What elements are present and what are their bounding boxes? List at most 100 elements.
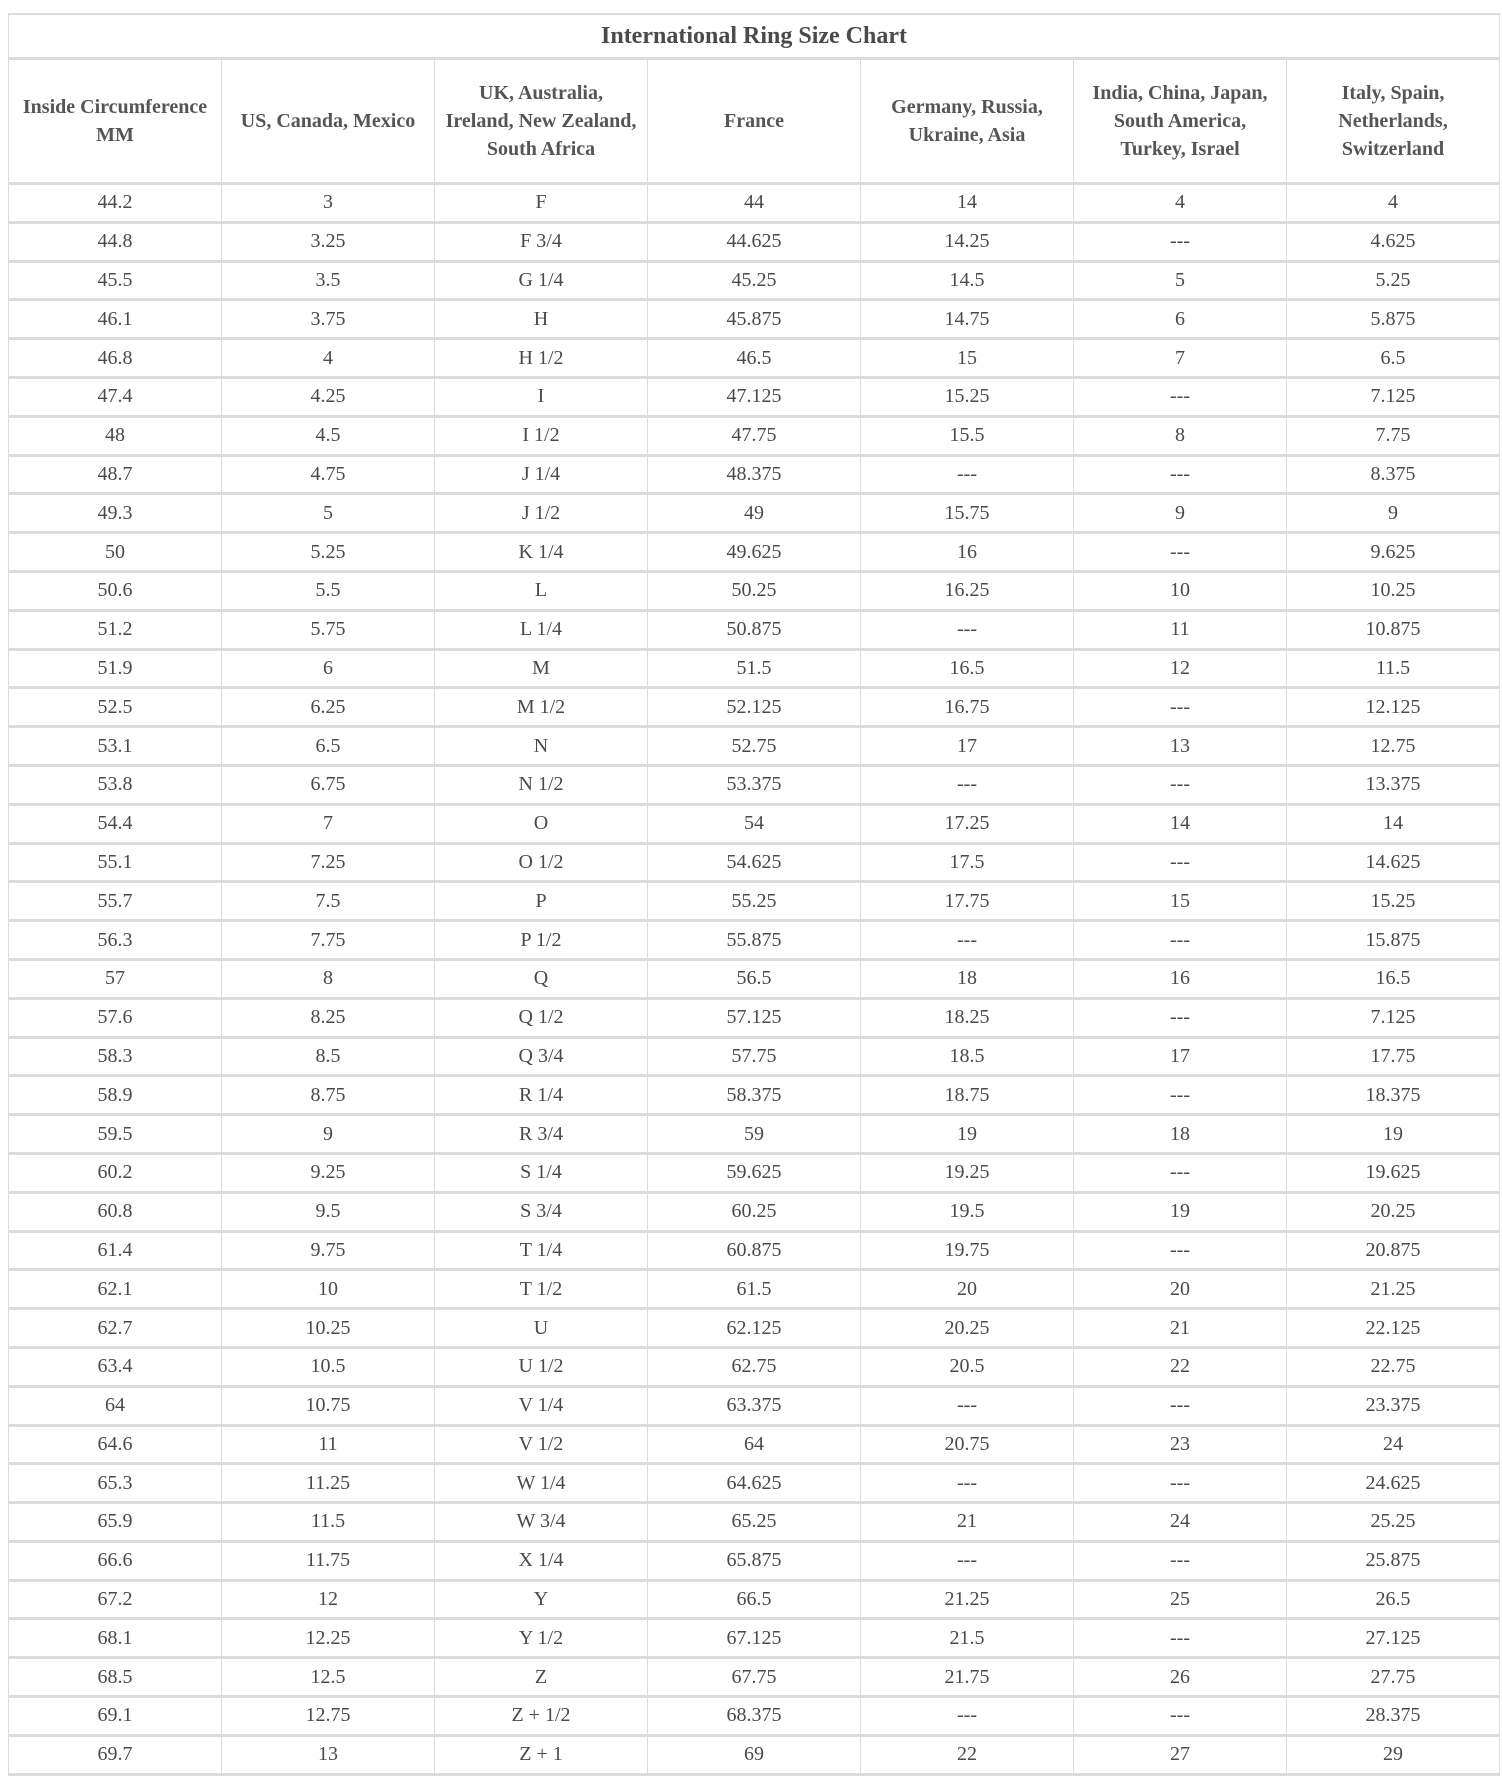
table-row: 52.5 6.25 M 1/2 52.125 16.75 --- 12.125 — [8, 687, 1500, 729]
table-cell: 62.7 — [8, 1308, 222, 1349]
table-cell: 57.75 — [647, 1037, 861, 1078]
table-cell: 15.875 — [1286, 920, 1500, 961]
table-cell: 10.75 — [221, 1386, 435, 1427]
table-cell: 19 — [860, 1114, 1074, 1155]
column-header: India, China, Japan, South America, Turk… — [1073, 58, 1287, 185]
table-cell: O — [434, 804, 648, 845]
table-row: 65.9 11.5 W 3/4 65.25 21 24 25.25 — [8, 1502, 1500, 1543]
table-cell: 59.5 — [8, 1114, 222, 1155]
table-row: 46.1 3.75 H 45.875 14.75 6 5.875 — [8, 299, 1500, 341]
table-cell: 62.125 — [647, 1308, 861, 1349]
table-row: 55.1 7.25 O 1/2 54.625 17.5 --- 14.625 — [8, 843, 1500, 884]
table-cell: 4.5 — [221, 416, 435, 457]
table-cell: 54.4 — [8, 804, 222, 845]
table-cell: 5.25 — [221, 532, 435, 573]
table-cell: --- — [1073, 377, 1287, 418]
table-cell: --- — [1073, 532, 1287, 573]
table-row: 53.1 6.5 N 52.75 17 13 12.75 — [8, 726, 1500, 767]
table-cell: O 1/2 — [434, 843, 648, 884]
table-cell: 54.625 — [647, 843, 861, 884]
table-cell: 12.75 — [1286, 726, 1500, 767]
table-cell: 27 — [1073, 1735, 1287, 1776]
table-cell: 16.25 — [860, 571, 1074, 612]
table-cell: 12.75 — [221, 1696, 435, 1737]
table-cell: 15.5 — [860, 416, 1074, 457]
table-cell: --- — [1073, 1386, 1287, 1427]
table-cell: 69 — [647, 1735, 861, 1776]
table-cell: 4 — [1073, 183, 1287, 224]
table-cell: 3.75 — [221, 299, 435, 341]
table-cell: 57.125 — [647, 998, 861, 1039]
table-row: 69.1 12.75 Z + 1/2 68.375 --- --- 28.375 — [8, 1696, 1500, 1737]
table-cell: 7 — [1073, 338, 1287, 379]
table-cell: 22.75 — [1286, 1347, 1500, 1388]
table-cell: F — [434, 183, 648, 224]
table-cell: 44 — [647, 183, 861, 224]
table-cell: 27.125 — [1286, 1618, 1500, 1660]
table-cell: 20.25 — [1286, 1192, 1500, 1233]
table-cell: 55.7 — [8, 881, 222, 923]
table-cell: 51.9 — [8, 649, 222, 690]
column-header: Italy, Spain, Netherlands, Switzerland — [1286, 58, 1500, 185]
table-cell: 56.3 — [8, 920, 222, 961]
table-cell: 4 — [1286, 183, 1500, 224]
table-cell: J 1/2 — [434, 493, 648, 535]
table-cell: I — [434, 377, 648, 418]
table-cell: 67.125 — [647, 1618, 861, 1660]
table-cell: 7.25 — [221, 843, 435, 884]
table-cell: --- — [1073, 687, 1287, 729]
ring-size-chart: International Ring Size Chart Inside Cir… — [8, 13, 1500, 1776]
table-cell: R 3/4 — [434, 1114, 648, 1155]
table-row: 48 4.5 I 1/2 47.75 15.5 8 7.75 — [8, 416, 1500, 457]
table-cell: 46.5 — [647, 338, 861, 379]
table-cell: 10.25 — [221, 1308, 435, 1349]
table-cell: 15.25 — [1286, 881, 1500, 923]
table-cell: 8 — [221, 959, 435, 1000]
table-cell: Z + 1 — [434, 1735, 648, 1776]
table-row: 64 10.75 V 1/4 63.375 --- --- 23.375 — [8, 1386, 1500, 1427]
table-cell: --- — [860, 1541, 1074, 1582]
table-cell: 14 — [1073, 804, 1287, 845]
table-cell: 10 — [1073, 571, 1287, 612]
table-cell: --- — [1073, 1541, 1287, 1582]
table-cell: 64.6 — [8, 1425, 222, 1466]
table-cell: 44.8 — [8, 222, 222, 263]
table-cell: 51.5 — [647, 649, 861, 690]
table-cell: J 1/4 — [434, 455, 648, 496]
table-cell: 9.75 — [221, 1231, 435, 1272]
table-cell: 19.625 — [1286, 1153, 1500, 1194]
table-cell: T 1/2 — [434, 1269, 648, 1311]
table-cell: 65.3 — [8, 1463, 222, 1505]
table-cell: 68.375 — [647, 1696, 861, 1737]
table-row: 57 8 Q 56.5 18 16 16.5 — [8, 959, 1500, 1000]
table-cell: 16.5 — [1286, 959, 1500, 1000]
table-row: 50 5.25 K 1/4 49.625 16 --- 9.625 — [8, 532, 1500, 573]
table-cell: 11 — [221, 1425, 435, 1466]
table-cell: 3 — [221, 183, 435, 224]
table-cell: 18 — [1073, 1114, 1287, 1155]
table-row: 50.6 5.5 L 50.25 16.25 10 10.25 — [8, 571, 1500, 612]
table-cell: 60.25 — [647, 1192, 861, 1233]
table-cell: --- — [860, 1463, 1074, 1505]
table-cell: 20 — [1073, 1269, 1287, 1311]
table-cell: G 1/4 — [434, 261, 648, 302]
table-cell: 5.75 — [221, 610, 435, 651]
table-cell: 8.75 — [221, 1075, 435, 1117]
table-cell: 45.875 — [647, 299, 861, 341]
table-cell: 19 — [1073, 1192, 1287, 1233]
table-cell: S 1/4 — [434, 1153, 648, 1194]
table-row: 64.6 11 V 1/2 64 20.75 23 24 — [8, 1425, 1500, 1466]
header-row: Inside Circumference MM US, Canada, Mexic… — [8, 58, 1500, 185]
table-cell: 7 — [221, 804, 435, 845]
table-cell: --- — [1073, 1463, 1287, 1505]
table-cell: 64 — [8, 1386, 222, 1427]
table-cell: Q 3/4 — [434, 1037, 648, 1078]
table-cell: 11.5 — [221, 1502, 435, 1543]
table-cell: 6.75 — [221, 765, 435, 806]
table-cell: 52.5 — [8, 687, 222, 729]
table-cell: 6 — [1073, 299, 1287, 341]
table-cell: U — [434, 1308, 648, 1349]
table-cell: V 1/2 — [434, 1425, 648, 1466]
table-cell: 16.5 — [860, 649, 1074, 690]
table-row: 56.3 7.75 P 1/2 55.875 --- --- 15.875 — [8, 920, 1500, 961]
